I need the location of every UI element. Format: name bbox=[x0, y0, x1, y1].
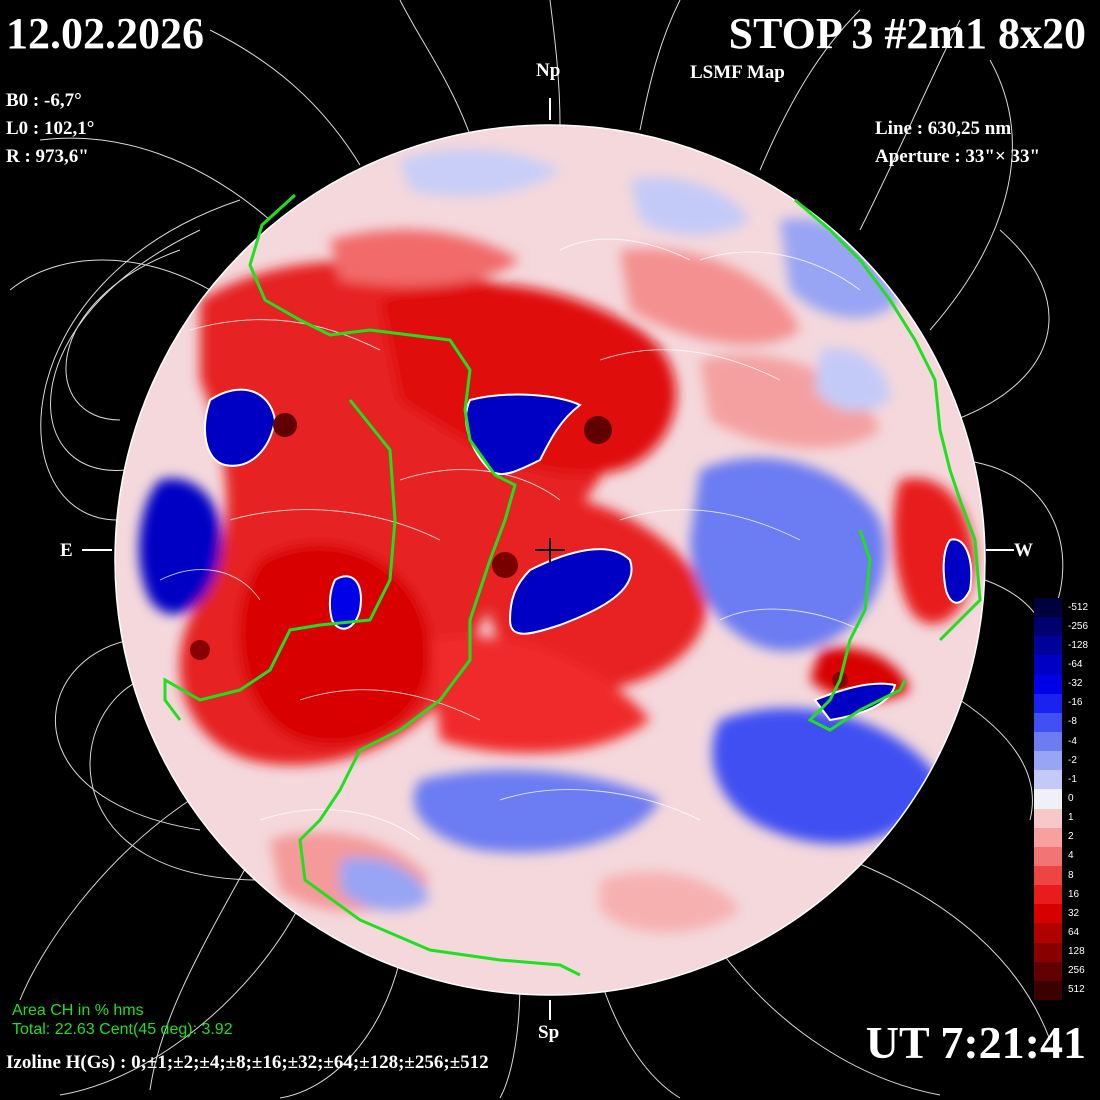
color-scale-label: 16 bbox=[1068, 888, 1080, 900]
l0-parameter: L0 : 102,1° bbox=[6, 118, 95, 139]
map-subtitle: LSMF Map bbox=[690, 62, 785, 83]
ut-time: UT 7:21:41 bbox=[865, 1017, 1086, 1068]
coronal-hole-area-values: Total: 22.63 Cent(45 deg): 3.92 bbox=[12, 1021, 233, 1038]
color-scale-label: -16 bbox=[1068, 697, 1083, 709]
color-scale-swatch bbox=[1034, 942, 1062, 963]
color-scale-label: -1 bbox=[1068, 773, 1077, 785]
north-pole-label: Np bbox=[536, 60, 561, 81]
color-scale-swatch bbox=[1034, 674, 1062, 695]
west-label: W bbox=[1014, 540, 1033, 561]
direction-ticks bbox=[82, 98, 1014, 1020]
color-scale-swatch bbox=[1034, 636, 1062, 656]
color-scale-swatch bbox=[1034, 980, 1062, 1001]
color-scale-label: -2 bbox=[1068, 754, 1077, 766]
color-scale-legend: -512 -256 -128 -64 -32 -16 -8 -4 -2 -1 0 1 2 4 8 16 32 64… bbox=[1034, 598, 1098, 1001]
color-scale-swatch bbox=[1034, 866, 1062, 886]
color-scale-label: -64 bbox=[1068, 659, 1083, 670]
izoline-legend: Izoline H(Gs) : 0;±1;±2;±4;±8;±16;±32;±6… bbox=[6, 1052, 489, 1073]
color-scale-label: -32 bbox=[1068, 678, 1083, 690]
color-scale-label: 64 bbox=[1068, 927, 1080, 938]
color-scale-swatch bbox=[1034, 789, 1062, 810]
color-scale-label: -8 bbox=[1068, 716, 1077, 728]
aperture: Aperture : 33"× 33" bbox=[875, 146, 1041, 167]
color-scale-label: 0 bbox=[1068, 793, 1074, 804]
color-scale-label: 128 bbox=[1068, 946, 1085, 958]
color-scale-label: 32 bbox=[1068, 907, 1080, 919]
color-scale-swatch bbox=[1034, 961, 1062, 982]
radius-parameter: R : 973,6" bbox=[6, 146, 89, 167]
spectral-line: Line : 630,25 nm bbox=[875, 118, 1012, 139]
color-scale-label: -256 bbox=[1068, 620, 1089, 632]
color-scale-swatch bbox=[1034, 693, 1062, 714]
limb bbox=[114, 124, 986, 996]
color-scale-label: 1 bbox=[1068, 812, 1074, 824]
color-scale-swatch bbox=[1034, 846, 1062, 867]
color-scale-swatch bbox=[1034, 885, 1062, 905]
east-label: E bbox=[60, 540, 73, 561]
color-scale-swatch bbox=[1034, 617, 1062, 637]
color-scale-label: -512 bbox=[1068, 601, 1089, 613]
b0-parameter: B0 : -6,7° bbox=[6, 90, 82, 111]
color-scale-label: 8 bbox=[1068, 869, 1074, 881]
coronal-hole-boundary bbox=[163, 193, 982, 977]
color-scale-swatch bbox=[1034, 751, 1062, 771]
color-scale-swatch bbox=[1034, 712, 1062, 733]
color-scale-swatch bbox=[1034, 923, 1062, 944]
color-scale-swatch bbox=[1034, 598, 1062, 618]
coronal-hole-area-title: Area CH in % hms bbox=[12, 1002, 144, 1019]
color-scale-label: -4 bbox=[1068, 735, 1077, 747]
color-scale-swatch bbox=[1034, 732, 1062, 752]
color-scale-swatch bbox=[1034, 770, 1062, 790]
color-scale-swatch bbox=[1034, 827, 1062, 848]
color-scale-label: -128 bbox=[1068, 639, 1089, 651]
color-scale-label: 4 bbox=[1068, 850, 1074, 862]
color-scale-swatch bbox=[1034, 655, 1062, 676]
map-title: STOP 3 #2m1 8x20 bbox=[728, 9, 1086, 58]
south-pole-label: Sp bbox=[538, 1022, 560, 1043]
color-scale-label: 512 bbox=[1068, 984, 1085, 996]
color-scale-swatch bbox=[1034, 808, 1062, 829]
color-scale-label: 2 bbox=[1068, 831, 1074, 843]
color-scale-label: 256 bbox=[1068, 965, 1085, 977]
observation-date: 12.02.2026 bbox=[6, 9, 204, 58]
color-scale-swatch bbox=[1034, 904, 1062, 924]
